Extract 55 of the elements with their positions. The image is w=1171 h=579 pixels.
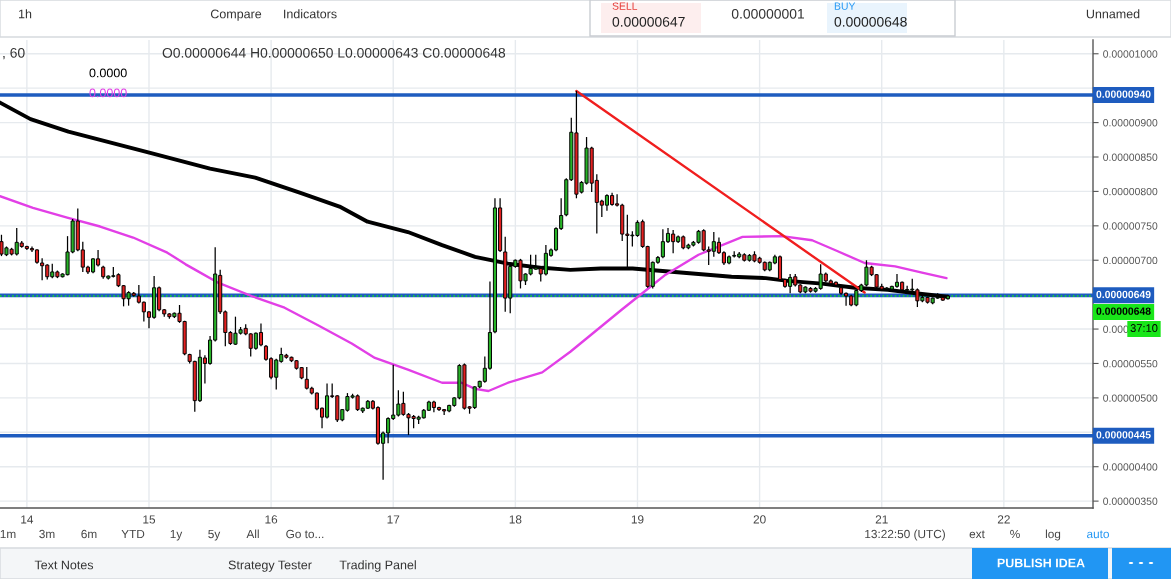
x-tick-label: 17 xyxy=(387,515,400,524)
text: 0.00000001 xyxy=(731,8,805,19)
y-tick-label: 0.00001000 xyxy=(1103,50,1158,58)
ref-line-label: 0.00000649 xyxy=(1096,290,1151,299)
annotation: O0.00000644 H0.00000650 L0.00000643 C0.00000648 xyxy=(162,47,506,58)
y-tick-label: 0.00000550 xyxy=(1103,359,1158,368)
text: Trading Panel xyxy=(339,560,416,572)
text: ext xyxy=(969,530,985,539)
text: YTD xyxy=(121,529,145,539)
text: 0.00000648 xyxy=(834,16,907,27)
x-tick-label: 18 xyxy=(509,515,522,524)
ref-line-label: 0.00000445 xyxy=(1096,431,1151,439)
text: 6m xyxy=(81,529,97,539)
text: 1h xyxy=(19,9,32,19)
x-tick-label: 15 xyxy=(143,515,156,524)
text: SELL xyxy=(612,2,638,10)
text: 3m xyxy=(39,529,55,539)
text: auto xyxy=(1087,530,1109,539)
text: % xyxy=(1010,529,1020,539)
text: PUBLISH IDEA xyxy=(997,558,1085,568)
candlestick xyxy=(894,273,900,289)
x-tick-label: 14 xyxy=(21,515,34,524)
text: 1m xyxy=(0,529,16,539)
text: 37:10 xyxy=(1130,324,1158,332)
x-tick-label: 22 xyxy=(997,515,1010,524)
ref-line-label: 0.00000648 xyxy=(1096,307,1151,315)
y-tick-label: 0.00000700 xyxy=(1103,256,1158,265)
x-tick-label: 16 xyxy=(265,515,278,524)
annotation: , 60 xyxy=(3,47,25,60)
y-tick-label: 0.00000400 xyxy=(1103,463,1158,471)
annotation: 0.0000 xyxy=(89,68,127,78)
y-tick-label: 0.00000850 xyxy=(1103,153,1158,161)
text: 0.00000647 xyxy=(612,16,685,27)
y-tick-label: 0.00000350 xyxy=(1103,497,1158,505)
text: Go to... xyxy=(286,529,324,539)
text: Unnamed xyxy=(1086,9,1140,19)
text: Compare xyxy=(210,9,262,21)
text: 13:22:50 (UTC) xyxy=(865,529,945,541)
text: All xyxy=(246,529,259,539)
text: BUY xyxy=(834,2,856,10)
text: 1y xyxy=(170,529,183,541)
x-tick-label: 21 xyxy=(875,515,888,524)
text: log xyxy=(1045,529,1061,541)
line-series xyxy=(0,195,948,393)
text: Strategy Tester xyxy=(228,560,312,572)
y-tick-label: 0.00000800 xyxy=(1103,187,1158,196)
x-tick-label: 19 xyxy=(631,515,644,524)
x-tick-label: 20 xyxy=(753,515,766,524)
text: Indicators xyxy=(284,9,337,19)
text: Text Notes xyxy=(34,560,94,570)
y-tick-label: 0.00000900 xyxy=(1103,119,1158,127)
y-tick-label: 0.00000750 xyxy=(1103,222,1158,230)
y-tick-label: 0.00000500 xyxy=(1103,394,1158,402)
text: 5y xyxy=(208,529,221,541)
ref-line-label: 0.00000940 xyxy=(1096,90,1151,98)
